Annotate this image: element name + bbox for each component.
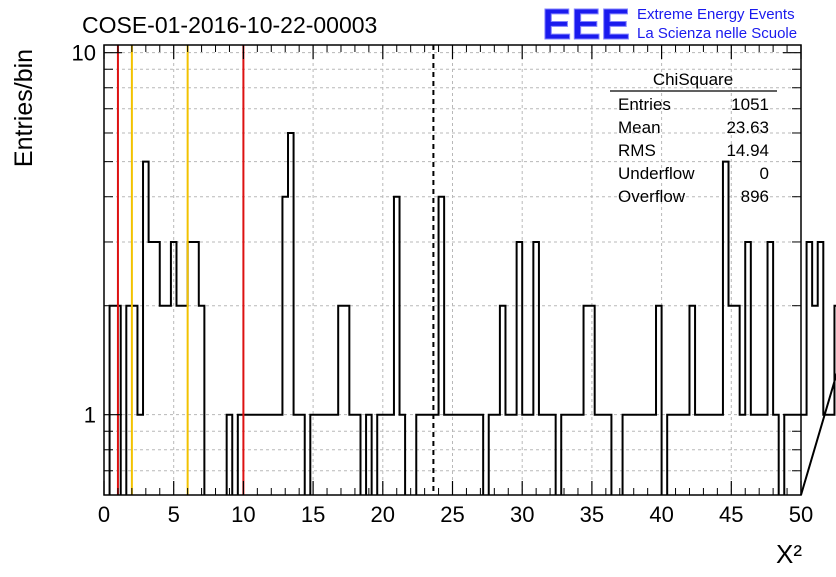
x-tick-label: 15 — [301, 502, 325, 527]
y-tick-label: 10 — [72, 41, 96, 66]
stats-value-entries: 1051 — [731, 95, 769, 114]
marker-lines — [116, 45, 435, 495]
x-tick-label: 10 — [231, 502, 255, 527]
stats-label-overflow: Overflow — [618, 187, 686, 206]
x-tick-label: 35 — [580, 502, 604, 527]
x-axis-label: Χ² — [776, 539, 802, 569]
x-tick-label: 5 — [168, 502, 180, 527]
stats-value-rms: 14.94 — [726, 141, 769, 160]
y-axis-label: Entries/bin — [10, 49, 38, 167]
stats-label-underflow: Underflow — [618, 164, 695, 183]
stats-value-overflow: 896 — [741, 187, 769, 206]
histogram-line — [108, 131, 836, 496]
plot-frame — [103, 44, 802, 496]
logo-mark: EEE — [542, 0, 630, 49]
chart-title: COSE-01-2016-10-22-00003 — [82, 12, 377, 38]
histogram-series — [108, 131, 836, 496]
x-tick-label: 25 — [440, 502, 464, 527]
x-tick-label: 20 — [371, 502, 395, 527]
stats-box: ChiSquare Entries 1051 Mean 23.63 RMS 14… — [610, 70, 777, 206]
stats-label-mean: Mean — [618, 118, 661, 137]
stats-value-mean: 23.63 — [726, 118, 769, 137]
stats-label-entries: Entries — [618, 95, 671, 114]
x-tick-label: 0 — [98, 502, 110, 527]
stats-value-underflow: 0 — [760, 164, 769, 183]
grid-lines — [104, 45, 801, 496]
x-tick-label: 50 — [789, 502, 813, 527]
logo-line-1: Extreme Energy Events — [637, 6, 795, 23]
x-tick-label: 40 — [649, 502, 673, 527]
logo-line-2: La Scienza nelle Scuole — [637, 25, 797, 42]
eee-logo: EEE Extreme Energy Events La Scienza nel… — [542, 0, 798, 50]
y-tick-label: 1 — [84, 403, 96, 428]
x-tick-label: 45 — [719, 502, 743, 527]
x-tick-label: 30 — [510, 502, 534, 527]
axis-ticks: 0 5 10 15 20 25 30 35 40 45 50 1 10 — [72, 41, 814, 527]
stats-title: ChiSquare — [653, 70, 733, 89]
stats-label-rms: RMS — [618, 141, 656, 160]
